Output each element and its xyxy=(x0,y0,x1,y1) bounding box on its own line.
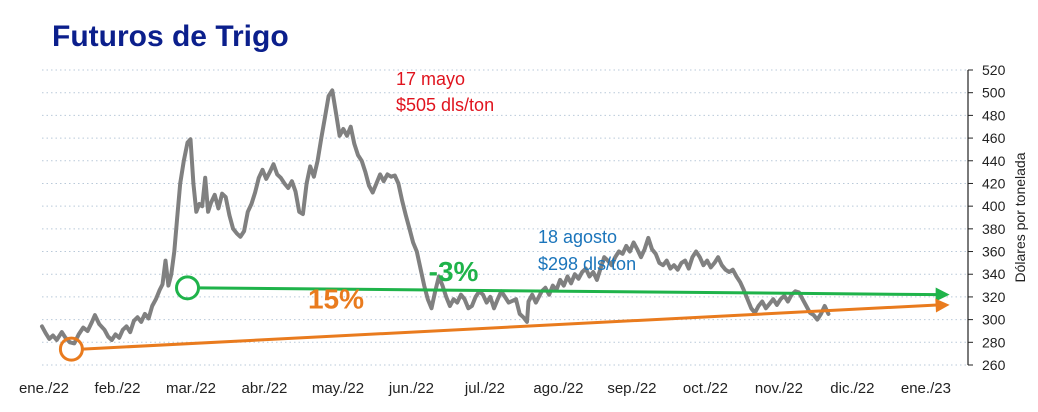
x-tick-label: feb./22 xyxy=(95,380,141,397)
y-tick-label: 360 xyxy=(982,244,1006,260)
trend-label-orange: 15% xyxy=(308,283,364,314)
y-tick-label: 400 xyxy=(982,198,1006,214)
peak-annotation-date: 17 mayo xyxy=(396,69,465,89)
y-tick-label: 380 xyxy=(982,221,1006,237)
trend-lines-layer xyxy=(58,275,950,362)
y-tick-label: 480 xyxy=(982,107,1006,123)
y-tick-label: 420 xyxy=(982,175,1006,191)
x-tick-label: jul./22 xyxy=(464,380,505,397)
trend-start-circle-orange xyxy=(58,336,84,362)
x-tick-label: ago./22 xyxy=(533,380,583,397)
labels-layer: 260 280 300 320 340 360 380 400 420 440 460 480 500 5… xyxy=(19,62,1028,397)
x-tick-label: mar./22 xyxy=(166,380,216,397)
trend-line-orange xyxy=(82,303,940,351)
y-tick-label: 520 xyxy=(982,62,1006,78)
y-tick-label: 260 xyxy=(982,357,1006,373)
trend-arrowhead-orange xyxy=(935,298,950,313)
axes xyxy=(967,69,973,366)
trend-start-circle-green xyxy=(175,275,201,301)
aug-annotation-date: 18 agosto xyxy=(538,227,617,247)
x-tick-label: nov./22 xyxy=(755,380,803,397)
y-tick-label: 460 xyxy=(982,130,1006,146)
y-tick-label: 320 xyxy=(982,289,1006,305)
trend-label-green: -3% xyxy=(429,256,479,287)
y-tick-label: 300 xyxy=(982,312,1006,328)
trend-arrowhead-green xyxy=(935,287,950,302)
x-tick-label: ene./23 xyxy=(901,380,951,397)
chart-title: Futuros de Trigo xyxy=(52,20,289,53)
trend-line-green xyxy=(198,286,940,297)
price-line-layer xyxy=(40,88,831,346)
x-tick-label: dic./22 xyxy=(830,380,874,397)
x-tick-label: jun./22 xyxy=(388,380,434,397)
price-series-line xyxy=(40,88,831,346)
grid-lines xyxy=(42,69,968,366)
y-tick-label: 280 xyxy=(982,334,1006,350)
aug-annotation-price: $298 dls/ton xyxy=(538,254,636,274)
x-tick-label: abr./22 xyxy=(242,380,288,397)
x-tick-label: ene./22 xyxy=(19,380,69,397)
peak-annotation-price: $505 dls/ton xyxy=(396,95,494,115)
x-tick-label: sep./22 xyxy=(607,380,656,397)
y-tick-label: 340 xyxy=(982,266,1006,282)
x-tick-label: may./22 xyxy=(312,380,364,397)
x-tick-label: oct./22 xyxy=(683,380,728,397)
y-axis-label: Dólares por tonelada xyxy=(1012,152,1028,282)
y-tick-label: 440 xyxy=(982,153,1006,169)
y-tick-label: 500 xyxy=(982,85,1006,101)
